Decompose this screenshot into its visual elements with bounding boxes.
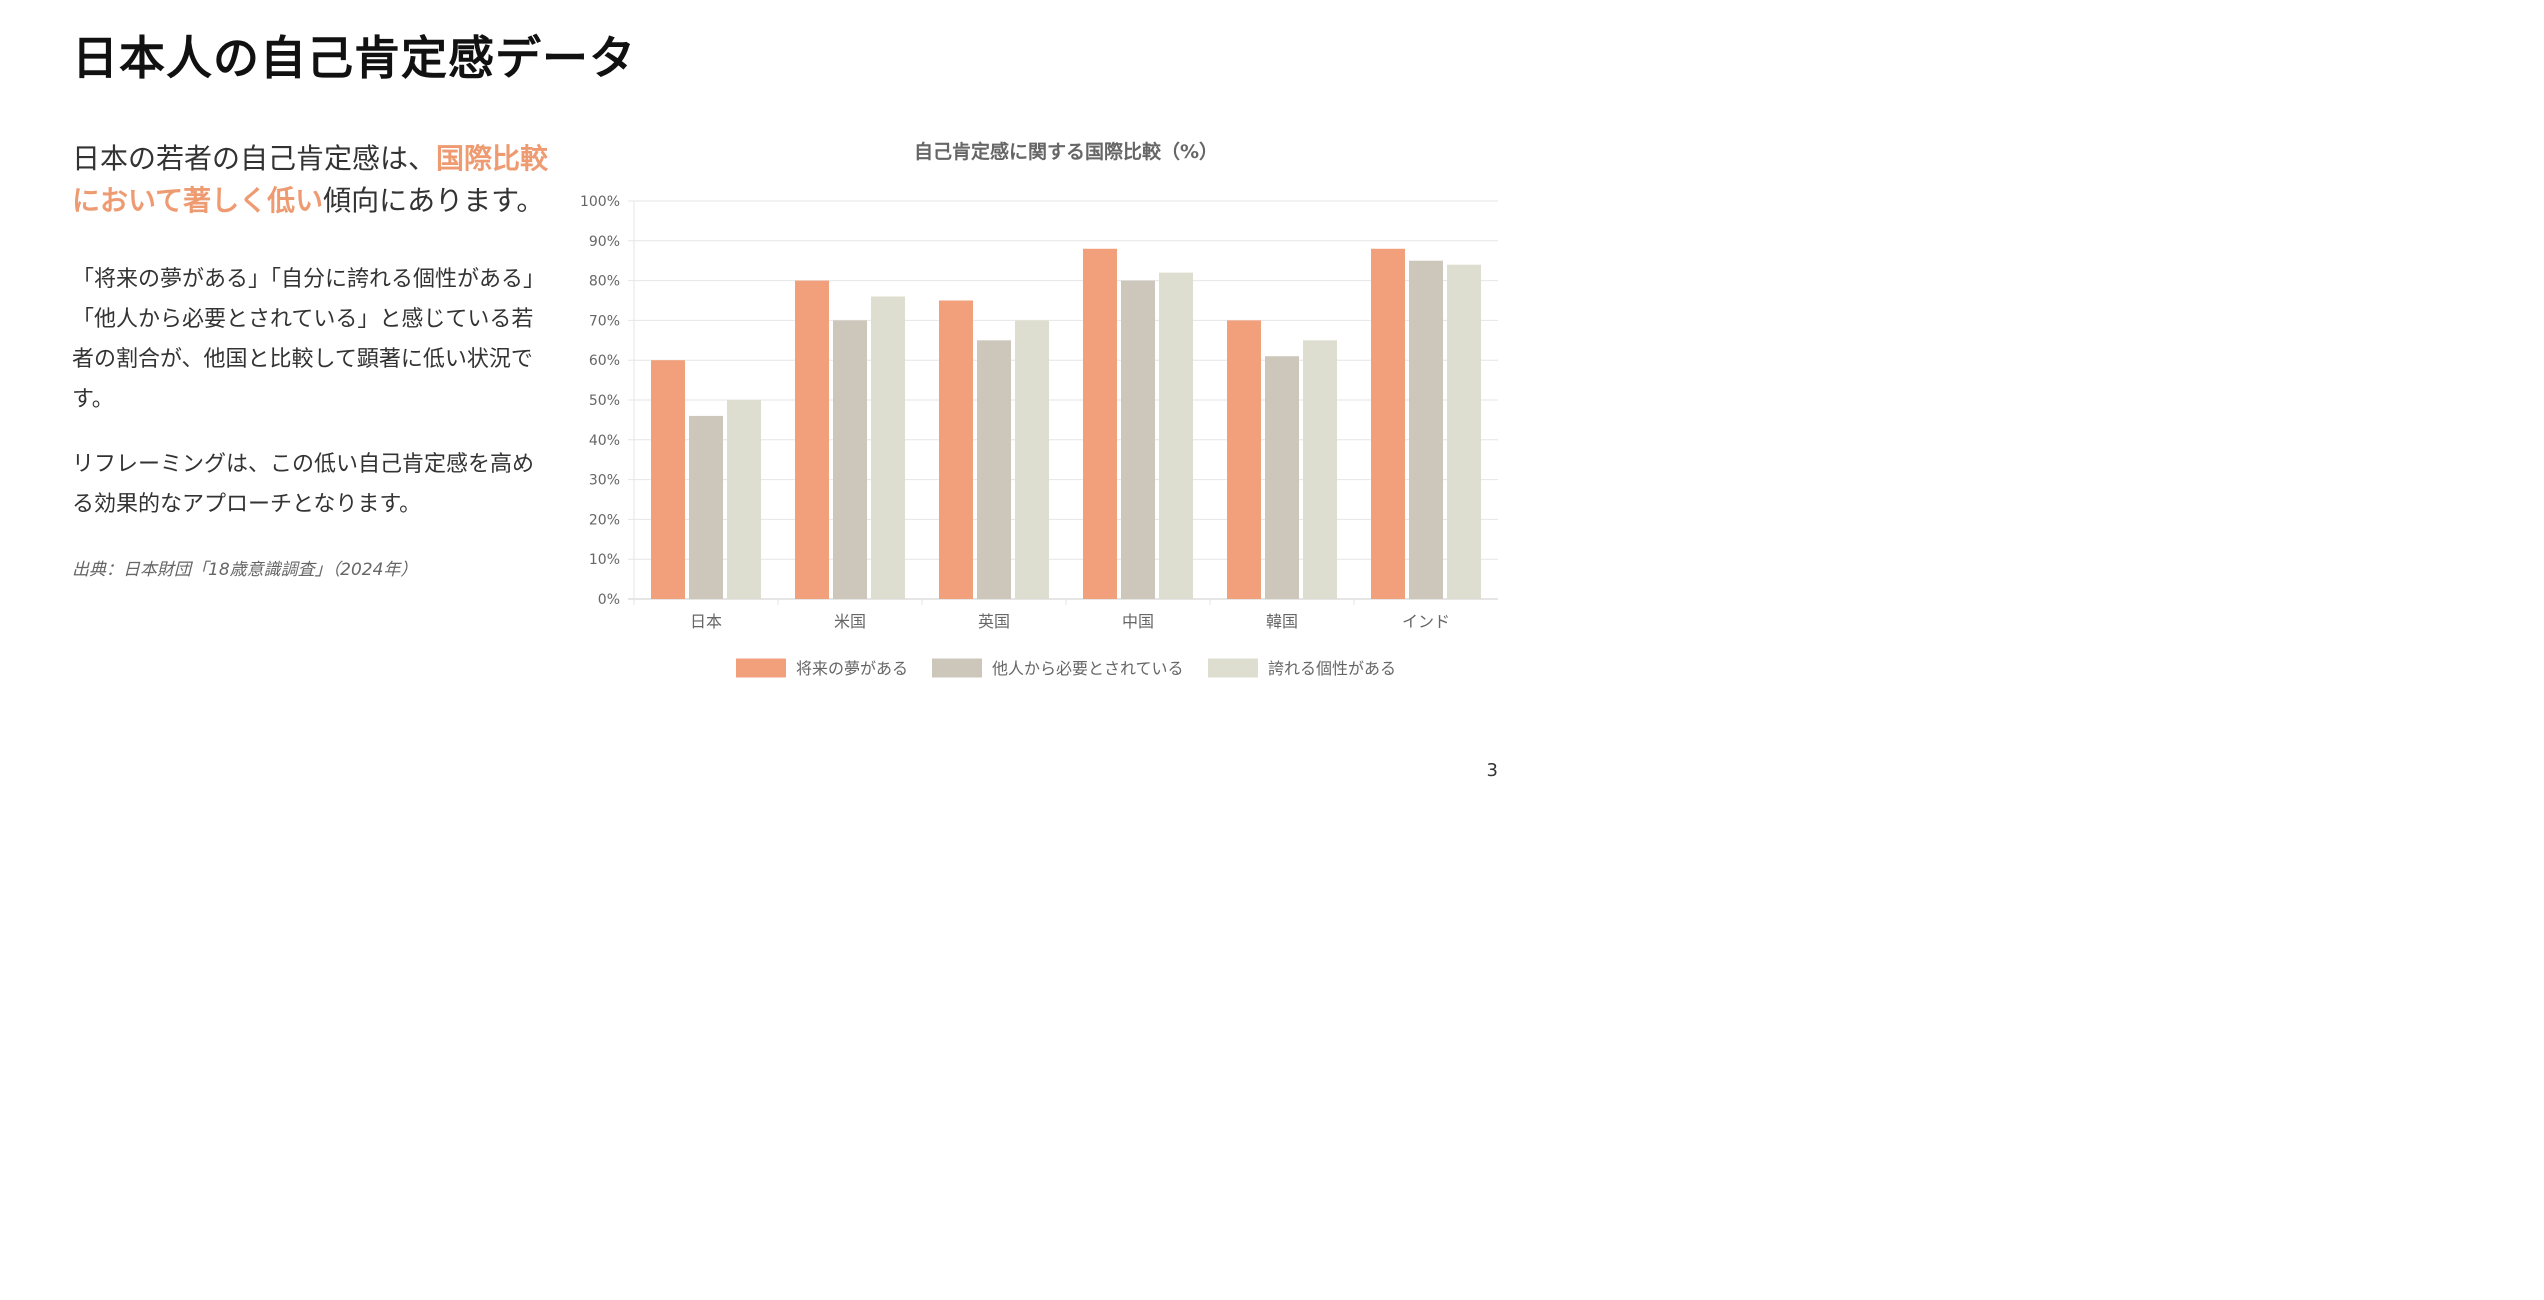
legend-label: 誇れる個性がある (1268, 659, 1396, 678)
y-tick-label: 60% (589, 353, 620, 369)
chart-container: 自己肯定感に関する国際比較（%） 0% 10% 20% 30% 40% 50% 60% 70% 8… (560, 120, 1520, 700)
bar (689, 415, 723, 599)
x-tick-label: 英国 (978, 612, 1010, 631)
bar-chart: 自己肯定感に関する国際比較（%） 0% 10% 20% 30% 40% 50% 60% 70% 8… (580, 140, 1498, 678)
y-tick-label: 100% (580, 194, 620, 210)
left-column: 日本の若者の自己肯定感は、国際比較において著しく低い傾向にあります。 「将来の夢… (72, 138, 552, 580)
bar (1083, 248, 1117, 599)
bar (651, 360, 685, 599)
bar (1015, 320, 1049, 599)
lead-prefix: 日本の若者の自己肯定感は、 (72, 142, 437, 175)
bar (1303, 340, 1337, 599)
bar (1227, 320, 1261, 599)
bar (977, 340, 1011, 599)
y-tick-label: 40% (589, 433, 620, 449)
bar (1371, 248, 1405, 599)
source-citation: 出典：日本財団「18歳意識調査」（2024年） (72, 560, 418, 580)
page-number: 3 (1486, 760, 1498, 781)
bar (727, 400, 761, 599)
bar (1159, 272, 1193, 599)
legend-label: 他人から必要とされている (992, 659, 1184, 678)
x-tick-label: 中国 (1122, 612, 1154, 631)
y-tick-label: 50% (589, 393, 620, 409)
bar (939, 300, 973, 599)
page-title: 日本人の自己肯定感データ (72, 31, 636, 85)
legend-swatch (1208, 658, 1258, 678)
bar (1447, 264, 1481, 599)
legend-swatch (736, 658, 786, 678)
bar (795, 280, 829, 599)
bar (1121, 280, 1155, 599)
y-tick-label: 30% (589, 473, 620, 489)
lead-text: 日本の若者の自己肯定感は、国際比較において著しく低い傾向にあります。 (72, 138, 552, 222)
bar (1265, 356, 1299, 599)
y-tick-label: 0% (598, 592, 620, 608)
x-tick-label: 韓国 (1266, 612, 1298, 631)
lead-highlight: 国際比較において著しく低い (72, 142, 549, 217)
bar (1409, 260, 1443, 599)
y-tick-label: 10% (589, 552, 620, 568)
y-tick-label: 90% (589, 234, 620, 250)
chart-title: 自己肯定感に関する国際比較（%） (914, 140, 1218, 163)
y-tick-label: 80% (589, 274, 620, 290)
x-tick-label: 日本 (690, 612, 722, 631)
paragraph-survey: 「将来の夢がある」「自分に誇れる個性がある」「他人から必要とされている」と感じて… (72, 267, 546, 412)
y-tick-label: 20% (589, 512, 620, 528)
y-tick-label: 70% (589, 313, 620, 329)
bar (871, 296, 905, 599)
legend-swatch (932, 658, 982, 678)
x-tick-label: インド (1402, 612, 1450, 631)
bar (833, 320, 867, 599)
paragraph-reframing: リフレーミングは、この低い自己肯定感を高める効果的なアプローチとなります。 (72, 452, 535, 517)
lead-suffix: 傾向にあります。 (323, 184, 545, 217)
x-tick-label: 米国 (834, 612, 866, 631)
legend-label: 将来の夢がある (796, 659, 908, 678)
